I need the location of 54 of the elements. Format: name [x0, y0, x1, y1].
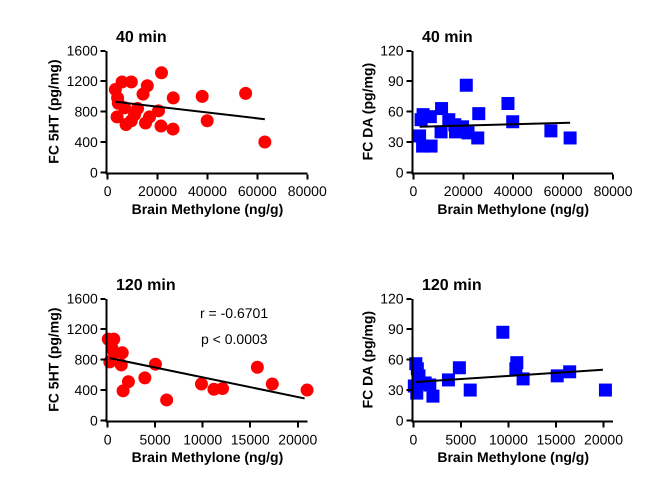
y-tick-label: 0 — [90, 412, 98, 428]
x-tick-label: 20000 — [444, 183, 483, 200]
y-tick-label: 800 — [74, 352, 98, 368]
y-axis-title: FC 5HT (pg/mg) — [46, 59, 62, 164]
y-axis-title: FC DA (pg/mg) — [359, 62, 376, 160]
y-tick-label: 400 — [74, 134, 98, 150]
y-axis-title: FC 5HT (pg/mg) — [46, 308, 62, 412]
chart-title: 120 min — [422, 277, 482, 294]
x-tick-label: 20000 — [278, 431, 318, 448]
x-axis-title: Brain Methylone (ng/g) — [132, 449, 284, 466]
y-tick-label: 1200 — [66, 73, 98, 90]
x-tick-label: 10000 — [183, 431, 222, 448]
x-tick-label: 0 — [104, 431, 112, 448]
annotation: p < 0.0003 — [201, 331, 268, 347]
chart-title: 40 min — [422, 29, 473, 46]
x-tick-label: 80000 — [594, 183, 633, 200]
chart-title: 120 min — [116, 277, 176, 294]
y-tick-label: 120 — [380, 290, 404, 307]
x-tick-label: 60000 — [238, 183, 278, 200]
x-tick-label: 15000 — [230, 431, 270, 448]
x-tick-label: 0 — [409, 183, 418, 200]
y-tick-label: 400 — [74, 382, 98, 398]
x-axis-title: Brain Methylone (ng/g) — [132, 201, 284, 218]
x-axis-title: Brain Methylone (ng/g) — [437, 201, 590, 218]
y-tick-label: 90 — [388, 321, 404, 338]
x-tick-label: 0 — [104, 183, 112, 200]
y-tick-label: 0 — [396, 412, 404, 428]
y-tick-label: 30 — [388, 382, 404, 398]
y-tick-label: 120 — [380, 42, 404, 59]
y-tick-label: 800 — [74, 104, 98, 120]
x-tick-label: 80000 — [288, 183, 327, 200]
y-tick-label: 0 — [396, 164, 404, 180]
annotation: r = -0.6701 — [200, 305, 268, 321]
y-tick-label: 1600 — [66, 290, 98, 307]
x-tick-label: 0 — [409, 431, 418, 448]
x-tick-label: 5000 — [140, 431, 171, 448]
y-tick-label: 60 — [388, 104, 404, 120]
y-tick-label: 90 — [388, 73, 404, 90]
x-tick-label: 40000 — [494, 183, 533, 200]
x-tick-label: 10000 — [488, 431, 528, 448]
chart-title: 40 min — [116, 29, 167, 46]
x-tick-label: 20000 — [584, 431, 624, 448]
x-tick-label: 60000 — [544, 183, 583, 200]
y-tick-label: 1600 — [66, 42, 98, 59]
y-tick-label: 30 — [388, 134, 404, 150]
x-tick-label: 5000 — [445, 431, 477, 448]
x-tick-label: 15000 — [536, 431, 576, 448]
y-tick-label: 1200 — [66, 321, 98, 338]
x-axis-title: Brain Methylone (ng/g) — [437, 449, 590, 466]
y-tick-label: 0 — [90, 164, 98, 180]
y-axis-title: FC DA (pg/mg) — [359, 310, 376, 408]
x-tick-label: 40000 — [188, 183, 228, 200]
x-tick-label: 20000 — [138, 183, 178, 200]
y-tick-label: 60 — [388, 352, 404, 368]
